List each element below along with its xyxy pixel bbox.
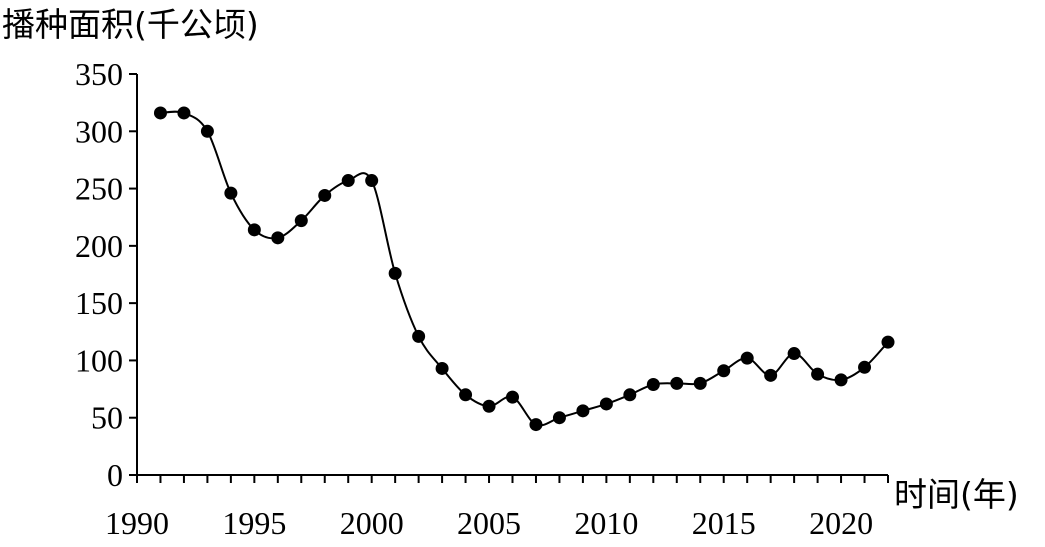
data-point xyxy=(177,106,191,120)
data-point xyxy=(858,360,872,374)
data-point xyxy=(552,411,566,425)
data-point xyxy=(623,388,637,402)
x-tick-label: 1995 xyxy=(222,505,286,541)
x-tick-label: 2010 xyxy=(574,505,638,541)
x-tick-label: 2015 xyxy=(692,505,756,541)
data-points xyxy=(153,106,895,432)
y-tick-label: 150 xyxy=(75,285,123,321)
data-point xyxy=(599,397,613,411)
data-point xyxy=(459,388,473,402)
data-point xyxy=(318,188,332,202)
y-tick-label: 50 xyxy=(91,400,123,436)
data-point xyxy=(787,347,801,361)
data-point xyxy=(670,376,684,390)
data-point xyxy=(341,174,355,188)
x-tick-label: 2020 xyxy=(809,505,873,541)
data-point xyxy=(717,364,731,378)
data-point xyxy=(247,223,261,237)
x-tick-label: 2005 xyxy=(457,505,521,541)
axes xyxy=(136,74,888,476)
y-tick-label: 300 xyxy=(75,113,123,149)
data-point xyxy=(482,399,496,413)
data-point xyxy=(200,124,214,138)
data-point xyxy=(412,329,426,343)
data-point xyxy=(740,351,754,365)
y-axis-title: 播种面积(千公顷) xyxy=(2,5,259,44)
data-point xyxy=(834,373,848,387)
y-tick-label: 350 xyxy=(75,56,123,92)
data-point xyxy=(811,367,825,381)
data-point xyxy=(294,214,308,228)
data-point xyxy=(646,377,660,391)
data-point xyxy=(224,186,238,200)
data-point xyxy=(271,231,285,245)
data-point xyxy=(529,418,543,432)
data-point xyxy=(435,361,449,375)
data-point xyxy=(506,390,519,404)
y-tick-label: 250 xyxy=(75,171,123,207)
y-tick-label: 200 xyxy=(75,228,123,264)
data-point xyxy=(365,174,379,188)
y-tick-label: 0 xyxy=(107,457,123,493)
ticks xyxy=(129,73,889,483)
y-tick-label: 100 xyxy=(75,342,123,378)
data-point xyxy=(764,368,778,382)
x-axis-title: 时间(年) xyxy=(894,475,1019,514)
x-tick-label: 1990 xyxy=(105,505,169,541)
data-point xyxy=(388,266,402,280)
data-point xyxy=(693,376,707,390)
data-point xyxy=(881,335,895,349)
tick-labels: 0 50 100 150 200 250 300 350 1990 1995 2000 2005 201… xyxy=(75,56,873,541)
data-point xyxy=(576,404,590,418)
x-tick-label: 2000 xyxy=(340,505,404,541)
data-point xyxy=(153,106,167,120)
series-line xyxy=(160,110,889,427)
